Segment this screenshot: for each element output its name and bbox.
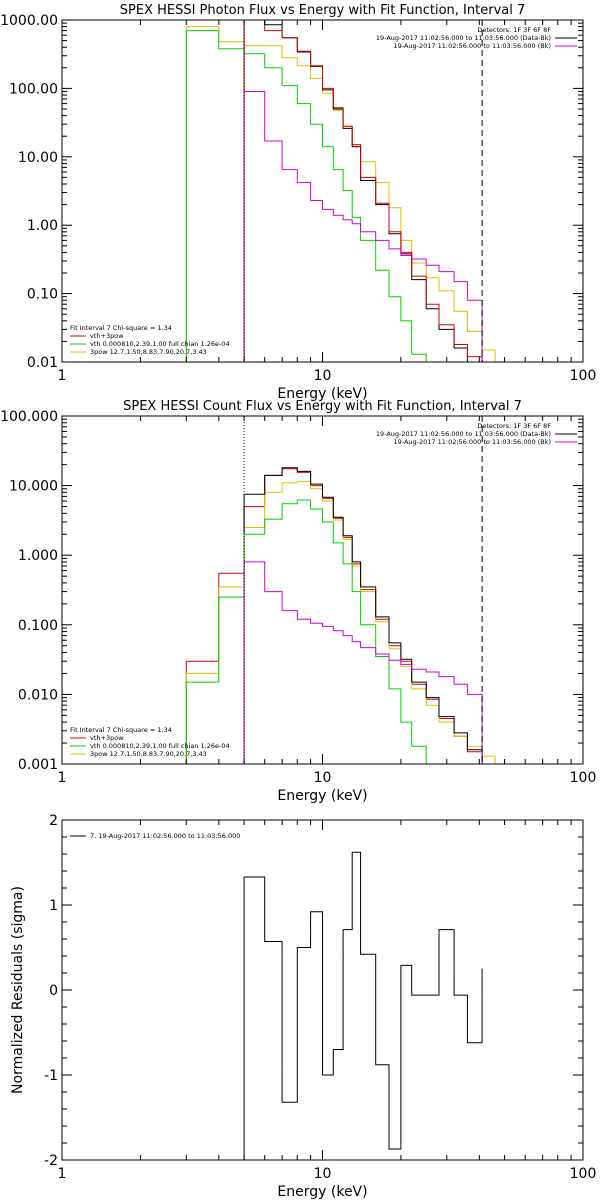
y-tick-label: 1000.00 — [0, 13, 58, 29]
x-tick-label: 10 — [314, 368, 332, 384]
series-5-line — [243, 91, 483, 362]
y-tick-label: 0 — [49, 983, 58, 999]
legend-bottom-text: vth+3pow — [90, 332, 124, 340]
series-1-line — [185, 26, 505, 362]
series-group — [185, 20, 505, 362]
series-group — [185, 467, 516, 764]
legend-top-text: 19-Aug-2017 11:02:56.000 to 11:03:56.000… — [376, 430, 551, 438]
series-1-line — [243, 851, 483, 1160]
y-tick-label: -1 — [44, 1068, 58, 1084]
series-2-line — [185, 30, 439, 362]
plot-frame — [61, 415, 584, 765]
series-1-line — [185, 468, 483, 764]
y-tick-label: 10.000 — [9, 479, 58, 495]
x-tick-label: 10 — [314, 1166, 332, 1182]
x-tick-label: 100 — [570, 770, 597, 786]
x-tick-label: 1 — [58, 368, 67, 384]
legend-top-text: 7. 19-Aug-2017 11:02:56.000 to 11:03:56.… — [90, 832, 240, 840]
series-4-line — [185, 499, 439, 764]
series-5-line — [243, 561, 483, 764]
series-group — [243, 851, 483, 1160]
x-axis-label: Energy (keV) — [277, 788, 367, 804]
x-axis-label: Energy (keV) — [277, 386, 367, 402]
y-tick-label: 0.01 — [27, 355, 58, 371]
x-tick-label: 10 — [314, 770, 332, 786]
chart-1: SPEX HESSI Photon Flux vs Energy with Fi… — [0, 3, 596, 402]
x-tick-label: 1 — [58, 770, 67, 786]
series-4-line — [243, 20, 496, 362]
chart-2: SPEX HESSI Count Flux vs Energy with Fit… — [0, 399, 596, 804]
y-tick-label: 1.00 — [27, 218, 58, 234]
x-axis-label: Energy (keV) — [277, 1184, 367, 1200]
x-tick-label: 100 — [570, 368, 597, 384]
y-tick-label: 2 — [49, 813, 58, 829]
y-tick-label: 0.100 — [18, 618, 58, 634]
legend-top-text: 19-Aug-2017 11:02:56.000 to 11:03:56.000… — [394, 438, 551, 446]
y-axis-label: Normalized Residuals (sigma) — [10, 886, 26, 1094]
chart-3: 1 10 100 Energy (keV) -2 -1 0 1 2 Normalized Resi… — [10, 813, 596, 1200]
legend-top-text: 19-Aug-2017 11:02:56.000 to 11:03:56.000… — [394, 42, 551, 50]
y-tick-label: 0.001 — [18, 757, 58, 773]
chart-title: SPEX HESSI Photon Flux vs Energy with Fi… — [120, 3, 526, 18]
x-tick-label: 100 — [570, 1166, 597, 1182]
y-tick-label: 10.00 — [18, 150, 58, 166]
legend-bottom-text: vth 0.000810,2.39,1.00 full chian 1.26e-… — [90, 742, 230, 750]
y-tick-label: -2 — [44, 1153, 58, 1169]
x-tick-label: 1 — [58, 1166, 67, 1182]
series-2-line — [185, 480, 516, 764]
y-tick-label: 1.000 — [18, 548, 58, 564]
legend-bottom-text: Fit Interval 7 Chi-square = 1.34 — [70, 726, 172, 734]
legend-top-text: Detectors: 1F 3F 6F 8F — [477, 26, 551, 34]
legend-bottom-text: vth 0.000810,2.39,1.00 full chian 1.26e-… — [90, 340, 230, 348]
legend-bottom-text: vth+3pow — [90, 734, 124, 742]
y-tick-label: 0.010 — [18, 687, 58, 703]
legend-bottom-text: 3pow 12.7,1.50,8.83,7.90,20.7,3.43 — [90, 348, 207, 356]
y-tick-label: 0.10 — [27, 287, 58, 303]
legend-top-text: 19-Aug-2017 11:02:56.000 to 11:03:56.000… — [376, 34, 551, 42]
series-3-line — [243, 467, 483, 764]
chart-title: SPEX HESSI Count Flux vs Energy with Fit… — [123, 399, 522, 414]
legend-bottom-text: 3pow 12.7,1.50,8.83,7.90,20.7,3.43 — [90, 750, 207, 758]
y-tick-label: 100.000 — [0, 409, 58, 425]
legend-top-text: Detectors: 1F 3F 6F 8F — [477, 422, 551, 430]
y-tick-label: 100.00 — [9, 81, 58, 97]
y-tick-label: 1 — [49, 898, 58, 914]
legend-bottom-text: Fit Interval 7 Chi-square = 1.34 — [70, 324, 172, 332]
